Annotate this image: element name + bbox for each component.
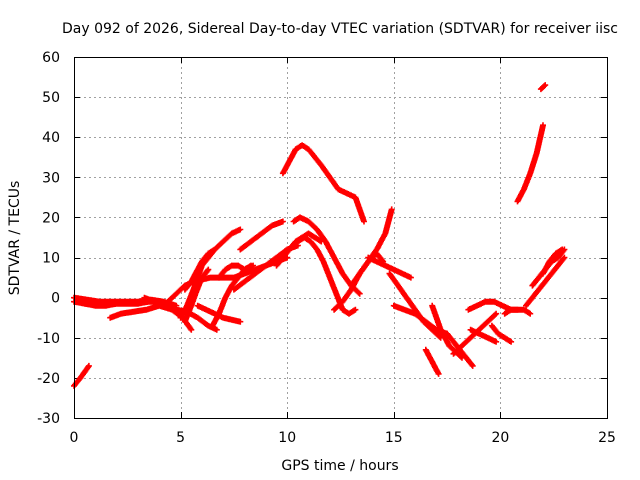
series-track-08 [181,246,218,293]
series-track-25 [429,302,465,361]
data-point-track [501,306,534,317]
series-track-31 [501,306,534,317]
data-point-track [429,302,465,361]
data-point-track [422,346,442,377]
y-tick-label: 0 [51,291,60,307]
data-point-track [194,302,244,325]
y-tick-label: 20 [42,210,60,226]
x-tick-label: 25 [598,430,616,446]
y-tick-labels: -30 -20 -10 0 10 20 30 40 50 60 [37,50,60,427]
data-point-track [488,322,515,345]
x-tick-label: 20 [491,430,509,446]
y-tick-label: 50 [42,90,60,106]
data-point-track [216,262,257,281]
series-track-35 [523,254,568,309]
y-tick-label: 10 [42,251,60,267]
data-point-track [279,142,367,225]
series-track-36 [540,246,566,277]
y-axis-label: SDTVAR / TECUs [7,181,23,296]
series-track-11 [216,262,257,281]
series-track-20 [348,206,395,289]
series-track-24 [422,346,442,377]
data-point-track [177,226,244,321]
series-track-07 [177,226,244,321]
y-tick-label: -20 [37,371,60,387]
series-track-16 [279,142,367,225]
x-tick-labels: 0 5 10 15 20 25 [70,430,616,446]
data-point-track [514,122,546,205]
series-track-21 [365,254,414,281]
data-point-track [237,218,286,253]
chart-title: Day 092 of 2026, Sidereal Day-to-day VTE… [62,21,618,37]
data-point-track [181,266,212,325]
series-track-09 [181,266,212,325]
plot-frame [74,57,608,419]
series-track-12 [194,302,244,325]
series-track-32 [514,122,546,205]
data-point-track [537,82,549,93]
data-point-track [467,326,500,345]
series-track-29 [467,326,500,345]
y-tick-label: 40 [42,130,60,146]
grid [74,57,608,419]
data-point-track [523,254,568,309]
series-track-33 [537,82,549,93]
data-point-track [365,254,414,281]
x-tick-label: 0 [70,430,79,446]
data-point-track [181,246,218,293]
data-point-track [540,246,566,277]
series-track-13 [237,218,286,253]
data-point-track [348,206,395,289]
x-tick-label: 5 [176,430,185,446]
y-tick-label: -10 [37,331,60,347]
y-tick-label: 60 [42,50,60,66]
series-track-30 [488,322,515,345]
x-tick-label: 10 [278,430,296,446]
data-marks [71,82,568,389]
y-tick-label: 30 [42,170,60,186]
y-tick-label: -30 [37,411,60,427]
x-axis-label: GPS time / hours [281,458,398,474]
x-tick-label: 15 [385,430,403,446]
